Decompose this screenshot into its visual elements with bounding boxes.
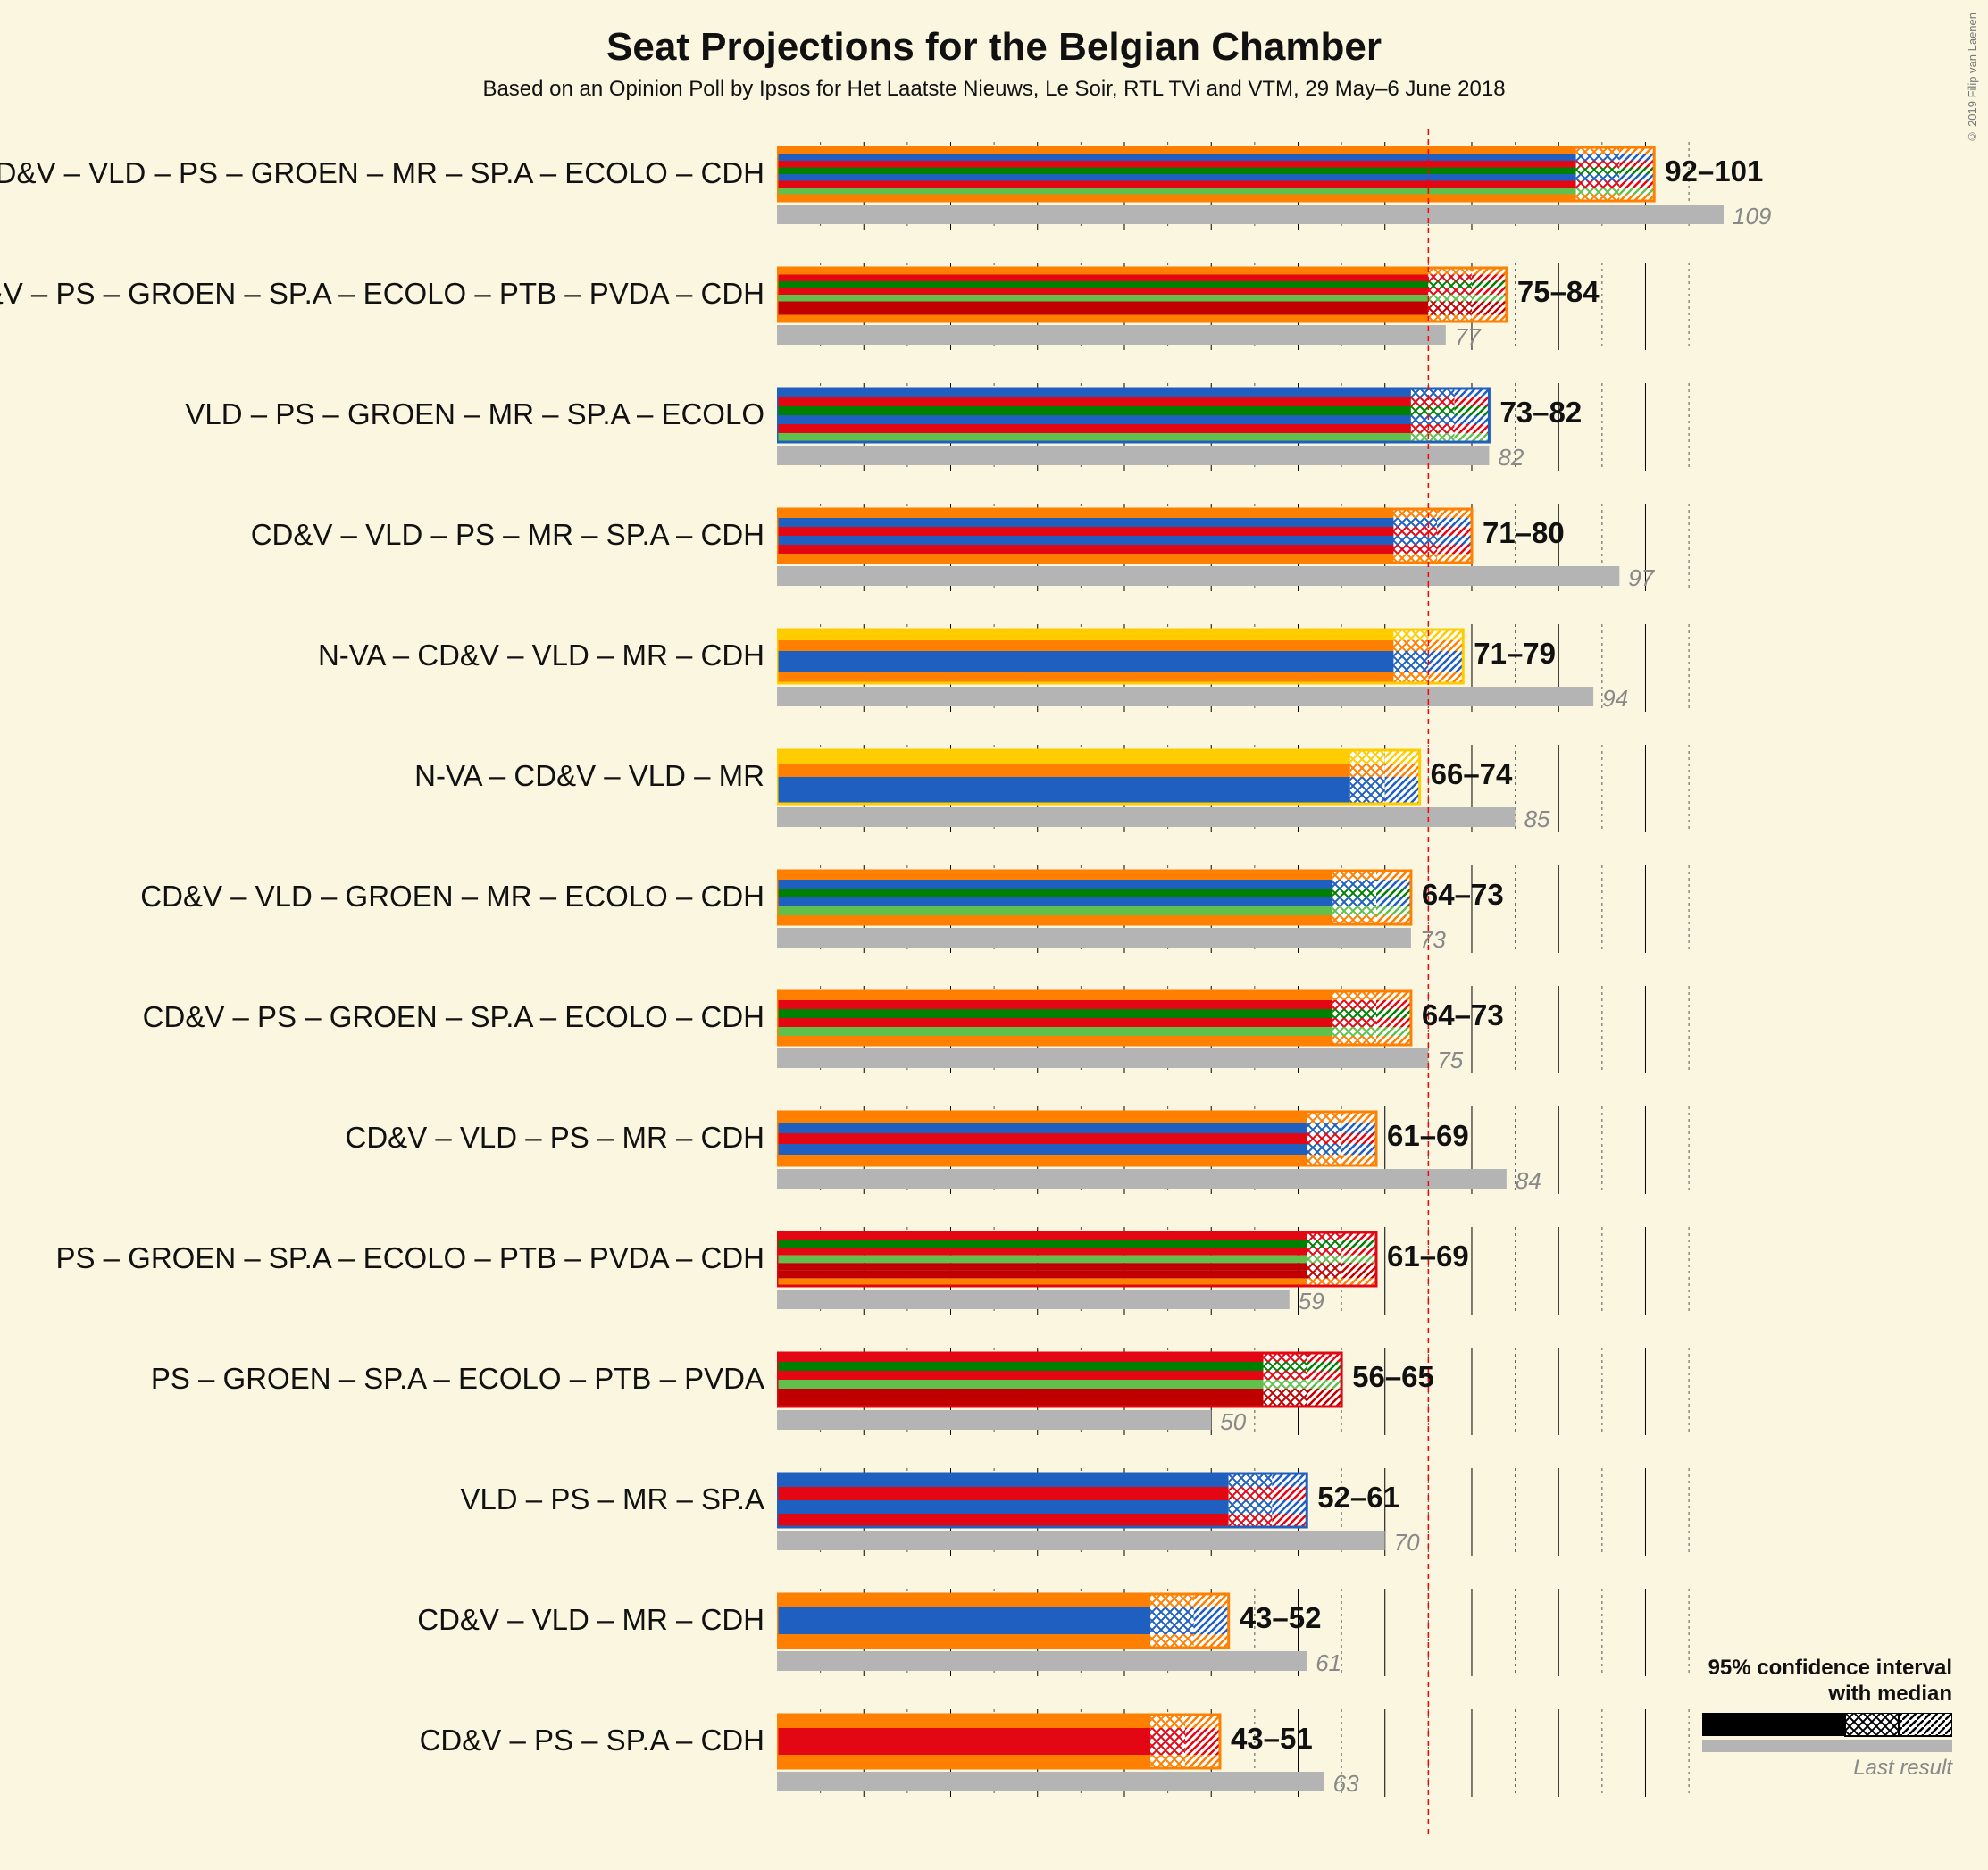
legend-last-result: Last result [1702,1756,1952,1781]
row-label: VLD – PS – GROEN – MR – SP.A – ECOLO [185,397,764,431]
copyright: © 2019 Filip van Laenen [1966,13,1979,144]
prev-label: 75 [1437,1047,1463,1074]
plot-area [777,129,1724,1835]
prev-label: 82 [1498,444,1524,472]
prev-label: 84 [1516,1167,1541,1195]
range-label: 43–52 [1240,1601,1322,1635]
row-label: CD&V – PS – GROEN – SP.A – ECOLO – CDH [143,1000,764,1034]
prev-label: 94 [1602,685,1628,713]
row-label: CD&V – VLD – PS – MR – CDH [346,1121,764,1155]
row-label: CD&V – PS – SP.A – CDH [420,1724,764,1757]
prev-label: 59 [1299,1288,1324,1315]
row-label: CD&V – VLD – PS – MR – SP.A – CDH [251,518,764,552]
legend: 95% confidence interval with median Last… [1702,1656,1952,1781]
prev-label: 109 [1733,203,1771,230]
range-label: 73–82 [1499,396,1582,430]
prev-label: 85 [1524,806,1550,833]
row-label: VLD – PS – MR – SP.A [460,1482,764,1516]
row-label: PS – GROEN – SP.A – ECOLO – PTB – PVDA –… [55,1241,764,1275]
chart-subtitle: Based on an Opinion Poll by Ipsos for He… [0,77,1988,102]
row-label: CD&V – VLD – GROEN – MR – ECOLO – CDH [140,880,764,914]
prev-label: 61 [1316,1649,1341,1677]
row-label: N-VA – CD&V – VLD – MR [414,759,764,793]
range-label: 64–73 [1422,878,1504,912]
row-label: CD&V – VLD – MR – CDH [417,1603,764,1637]
range-label: 66–74 [1431,757,1513,791]
range-label: 92–101 [1665,154,1763,188]
range-label: 75–84 [1517,275,1600,309]
legend-title: 95% confidence interval with median [1702,1656,1952,1707]
chart-title: Seat Projections for the Belgian Chamber [0,25,1988,70]
prev-label: 73 [1420,926,1446,954]
range-label: 61–69 [1387,1119,1469,1153]
prev-label: 50 [1220,1408,1246,1436]
range-label: 56–65 [1352,1360,1434,1394]
chart-container: Seat Projections for the Belgian Chamber… [0,0,1988,1870]
range-label: 43–51 [1231,1722,1313,1756]
prev-label: 97 [1628,564,1654,592]
prev-label: 77 [1455,323,1481,351]
range-label: 71–79 [1474,637,1556,671]
row-label: N-VA – CD&V – VLD – MR – CDH [318,639,764,672]
range-label: 71–80 [1483,516,1565,550]
prev-label: 70 [1394,1529,1420,1557]
range-label: 61–69 [1387,1240,1469,1273]
prev-label: 63 [1333,1770,1359,1798]
range-label: 64–73 [1422,998,1504,1032]
row-label: CD&V – VLD – PS – GROEN – MR – SP.A – EC… [0,156,764,190]
legend-swatch [1702,1713,1952,1754]
row-label: CD&V – PS – GROEN – SP.A – ECOLO – PTB –… [0,277,764,311]
row-label: PS – GROEN – SP.A – ECOLO – PTB – PVDA [151,1362,764,1396]
range-label: 52–61 [1317,1481,1399,1515]
